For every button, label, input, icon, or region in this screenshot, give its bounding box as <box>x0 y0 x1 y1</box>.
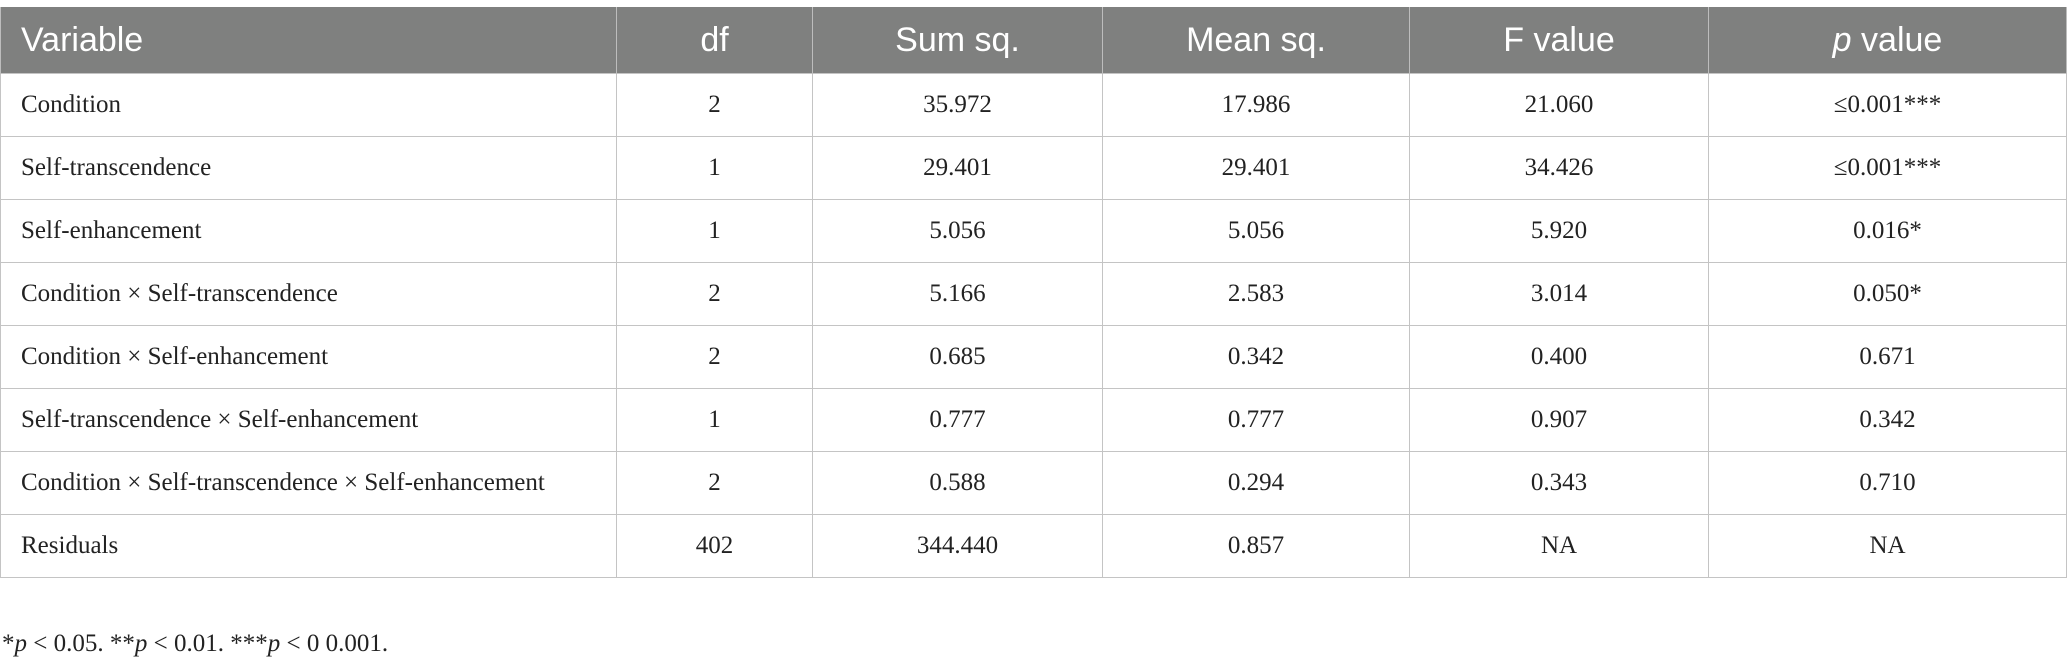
table-cell: ≤0.001*** <box>1708 136 2067 200</box>
footnote: *p < 0.05. **p < 0.01. ***p < 0 0.001. <box>2 630 388 658</box>
table-row: Residuals 402 344.440 0.857 NA NA <box>0 514 2067 578</box>
table-cell: 29.401 <box>1102 136 1410 200</box>
table-cell: 0.588 <box>812 451 1103 515</box>
table-cell: ≤0.001*** <box>1708 73 2067 137</box>
table-cell: Condition <box>0 73 617 137</box>
table-cell: 0.342 <box>1708 388 2067 452</box>
table-cell: 34.426 <box>1409 136 1709 200</box>
table-row: Condition 2 35.972 17.986 21.060 ≤0.001*** <box>0 73 2067 137</box>
table-cell: 0.342 <box>1102 325 1410 389</box>
table-body: Condition 2 35.972 17.986 21.060 ≤0.001*** Sel… <box>0 73 2067 578</box>
table-cell: 402 <box>616 514 813 578</box>
table-cell: 17.986 <box>1102 73 1410 137</box>
table-cell: 0.907 <box>1409 388 1709 452</box>
table-cell: 0.294 <box>1102 451 1410 515</box>
table-cell: 5.056 <box>1102 199 1410 263</box>
footnote-text: < 0.05. ** <box>27 630 135 657</box>
table-cell: 2 <box>616 73 813 137</box>
table-row: Condition × Self-transcendence × Self-en… <box>0 451 2067 515</box>
table-cell: 1 <box>616 136 813 200</box>
table-cell: 2 <box>616 262 813 326</box>
header-cell: p value <box>1708 7 2067 74</box>
table-cell: Self-enhancement <box>0 199 617 263</box>
table-cell: Condition × Self-enhancement <box>0 325 617 389</box>
table-row: Condition × Self-transcendence 2 5.166 2.58… <box>0 262 2067 326</box>
table-cell: Condition × Self-transcendence × Self-en… <box>0 451 617 515</box>
table-row: Self-enhancement 1 5.056 5.056 5.920 0.016* <box>0 199 2067 263</box>
header-cell: Mean sq. <box>1102 7 1410 74</box>
table-cell: 0.050* <box>1708 262 2067 326</box>
table-cell: 0.343 <box>1409 451 1709 515</box>
table-cell: NA <box>1708 514 2067 578</box>
table-row: Self-transcendence × Self-enhancement 1 0.… <box>0 388 2067 452</box>
footnote-text: * <box>2 630 15 657</box>
footnote-text: p <box>14 630 28 657</box>
table-cell: 1 <box>616 199 813 263</box>
table-cell: 0.685 <box>812 325 1103 389</box>
footnote-text: < 0.01. *** <box>147 630 268 657</box>
table-cell: 2 <box>616 325 813 389</box>
footnote-text: p <box>267 630 281 657</box>
header-cell: Variable <box>0 7 617 74</box>
header-text: value <box>1851 20 1943 59</box>
header-row: Variable df Sum sq. Mean sq. F value p value <box>0 7 2067 74</box>
header-cell: Sum sq. <box>812 7 1103 74</box>
table-cell: 5.920 <box>1409 199 1709 263</box>
table-row: Self-transcendence 1 29.401 29.401 34.426 ≤0.… <box>0 136 2067 200</box>
table-cell: 29.401 <box>812 136 1103 200</box>
table-cell: 0.857 <box>1102 514 1410 578</box>
table-cell: 5.056 <box>812 199 1103 263</box>
table-cell: Residuals <box>0 514 617 578</box>
table-cell: 0.710 <box>1708 451 2067 515</box>
anova-table: Variable df Sum sq. Mean sq. F value p value … <box>0 7 2067 578</box>
table-cell: 1 <box>616 388 813 452</box>
header-cell: F value <box>1409 7 1709 74</box>
table-cell: 0.016* <box>1708 199 2067 263</box>
table-cell: Condition × Self-transcendence <box>0 262 617 326</box>
table-row: Condition × Self-enhancement 2 0.685 0.342 0… <box>0 325 2067 389</box>
table-cell: Self-transcendence × Self-enhancement <box>0 388 617 452</box>
table-cell: 0.777 <box>812 388 1103 452</box>
header-cell: df <box>616 7 813 74</box>
header-text: p <box>1832 20 1852 59</box>
table-cell: 3.014 <box>1409 262 1709 326</box>
footnote-text: < 0 0.001. <box>280 630 389 657</box>
table-cell: 2 <box>616 451 813 515</box>
table-cell: 0.777 <box>1102 388 1410 452</box>
table-cell: 35.972 <box>812 73 1103 137</box>
table-cell: 21.060 <box>1409 73 1709 137</box>
footnote-text: p <box>134 630 148 657</box>
table-cell: 2.583 <box>1102 262 1410 326</box>
table-cell: 0.400 <box>1409 325 1709 389</box>
table-cell: 344.440 <box>812 514 1103 578</box>
table-cell: 0.671 <box>1708 325 2067 389</box>
table-cell: NA <box>1409 514 1709 578</box>
table-cell: Self-transcendence <box>0 136 617 200</box>
table-cell: 5.166 <box>812 262 1103 326</box>
